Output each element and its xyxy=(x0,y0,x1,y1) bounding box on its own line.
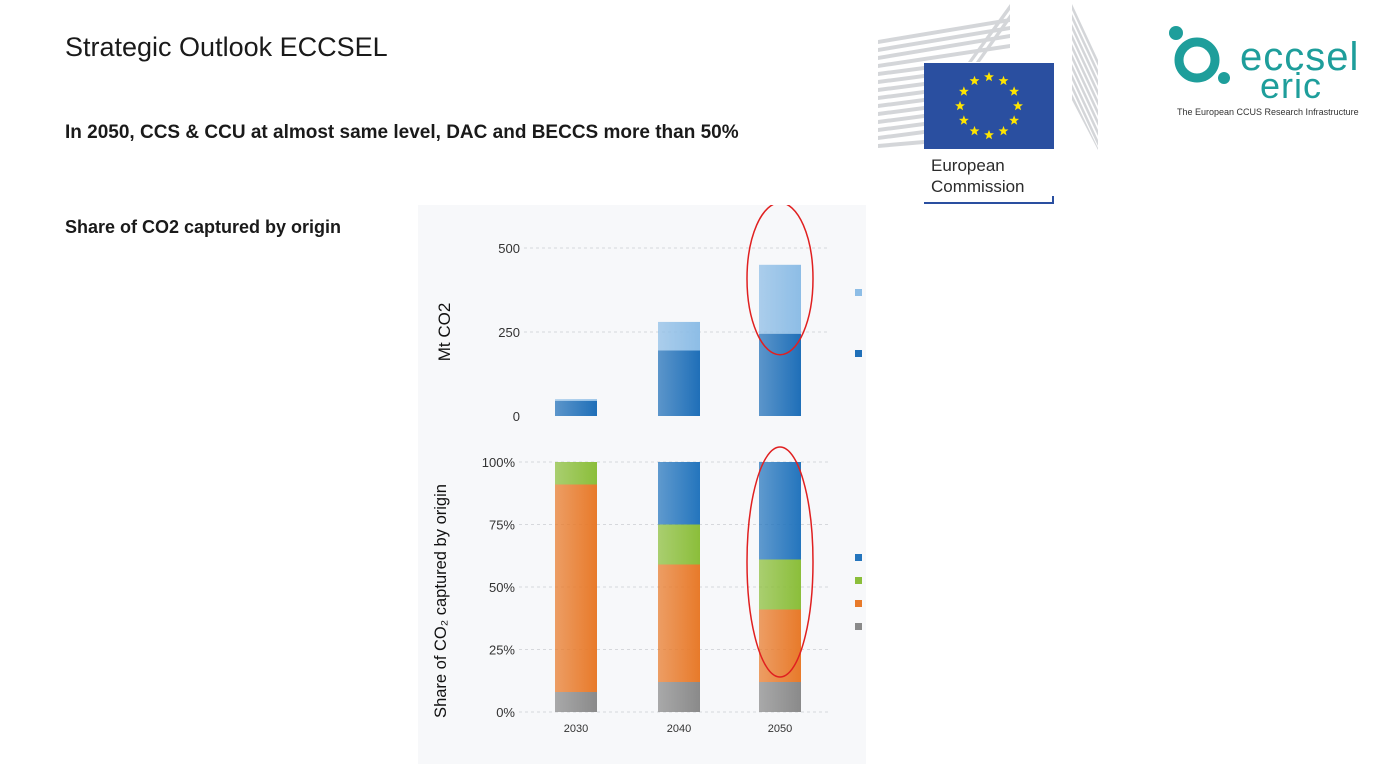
bar-2030-process-emissions xyxy=(555,484,597,692)
eu-star-icon xyxy=(955,100,965,111)
ec-logo-line2: Commission xyxy=(931,177,1025,196)
bar-2040-direct-air-capture xyxy=(658,462,700,525)
bar-2040-fossil-fuel-emissions xyxy=(658,682,700,712)
eccsel-small-dot-icon xyxy=(1218,72,1230,84)
y-tick-label: 25% xyxy=(489,643,515,658)
y-tick-label: 100% xyxy=(482,455,516,470)
slide-title: Strategic Outlook ECCSEL xyxy=(65,32,388,62)
eric-wordmark: eric xyxy=(1260,65,1322,106)
bar-2030-fossil-fuel-emissions xyxy=(555,692,597,712)
y-tick-label: 75% xyxy=(489,518,515,533)
legend-item-process-emissions: Process Emissions xyxy=(855,595,999,611)
slide-subtitle: In 2050, CCS & CCU at almost same level,… xyxy=(65,122,739,143)
x-tick-label: 2050 xyxy=(768,723,792,735)
ec-divider-end xyxy=(1052,196,1054,204)
legend-item-carbon-capture-and-storage: Carbon Capture andStorage xyxy=(855,345,1008,382)
eccsel-eric-logo: eccsel eric The European CCUS Research I… xyxy=(1169,26,1359,117)
bar-2030-biogenic-emissions xyxy=(555,462,597,485)
eccsel-ring-icon xyxy=(1174,37,1220,83)
eu-star-icon xyxy=(1013,100,1023,111)
eu-star-icon xyxy=(958,86,969,96)
legend-swatch xyxy=(855,554,862,561)
ec-divider xyxy=(924,202,1054,204)
eccsel-dot-icon xyxy=(1169,26,1183,40)
y-axis-label: Mt CO2 xyxy=(435,303,454,362)
eu-star-icon xyxy=(969,125,980,136)
bar-2050-process-emissions xyxy=(759,609,801,682)
bar-2040-biogenic-emissions xyxy=(658,524,700,565)
ec-logo-line1: European xyxy=(931,156,1005,175)
eu-star-icon xyxy=(958,115,969,125)
eu-star-icon xyxy=(984,71,994,82)
eccsel-wordmark: eccsel xyxy=(1240,35,1359,79)
bar-2040-carbon-capture-and-utilisation xyxy=(658,321,700,351)
legend-swatch xyxy=(855,350,862,357)
bar-2040-process-emissions xyxy=(658,564,700,682)
ec-logo-text: European Commission xyxy=(931,155,1025,197)
eccsel-tagline: The European CCUS Research Infrastructur… xyxy=(1177,107,1359,117)
legend-item-carbon-capture-and-utilisation: Carbon Capture andUtilisation xyxy=(855,284,1008,321)
bar-2050-biogenic-emissions xyxy=(759,559,801,610)
y-tick-label: 0 xyxy=(513,409,520,424)
chart-2: 100% 75% 50% 25% 0% Share of CO₂ captured by … xyxy=(432,446,1016,735)
bar-2050-fossil-fuel-emissions xyxy=(759,682,801,712)
chart-panel: 500 250 0 Mt CO2 Carbon Capture andUtilisati… xyxy=(418,202,1016,764)
section-label: Share of CO2 captured by origin xyxy=(65,217,342,237)
y-tick-label: 500 xyxy=(498,241,520,256)
bar-2050-direct-air-capture xyxy=(759,462,801,560)
bar-2030-carbon-capture-and-storage xyxy=(555,400,597,416)
co2-capture-charts: 500 250 0 Mt CO2 Carbon Capture andUtilisati… xyxy=(432,202,1016,735)
y-tick-label: 0% xyxy=(496,705,515,720)
eu-star-icon xyxy=(1009,115,1020,125)
legend-item-fossil-fuel-emissions: Fossil Fuel Emissions xyxy=(855,618,1016,634)
eu-star-icon xyxy=(969,75,980,86)
y-tick-label: 250 xyxy=(498,325,520,340)
chart-1: 500 250 0 Mt CO2 Carbon Capture andUtilisati… xyxy=(435,202,1008,424)
legend-swatch xyxy=(855,289,862,296)
eu-stars-icon xyxy=(955,71,1023,140)
eu-star-icon xyxy=(1009,86,1020,96)
y-axis-label: Share of CO₂ captured by origin xyxy=(432,484,450,718)
eu-star-icon xyxy=(998,75,1009,86)
legend-swatch xyxy=(855,600,862,607)
legend-swatch xyxy=(855,577,862,584)
legend-item-biogenic-emissions: Biogenic Emissions xyxy=(855,572,1002,588)
legend-swatch xyxy=(855,623,862,630)
eu-star-icon xyxy=(998,125,1009,136)
european-commission-logo xyxy=(878,4,1098,204)
ec-building-lines-icon xyxy=(878,4,1098,150)
bar-2040-carbon-capture-and-storage xyxy=(658,350,700,416)
bar-2050-carbon-capture-and-utilisation xyxy=(759,264,801,334)
x-tick-label: 2030 xyxy=(564,723,588,735)
highlight-ellipse xyxy=(746,446,814,678)
bar-2030-carbon-capture-and-utilisation xyxy=(555,399,597,401)
eu-star-icon xyxy=(984,129,994,140)
legend-item-direct-air-capture: Direct Air Capture xyxy=(855,549,992,565)
y-tick-label: 50% xyxy=(489,580,515,595)
x-tick-label: 2040 xyxy=(667,723,691,735)
